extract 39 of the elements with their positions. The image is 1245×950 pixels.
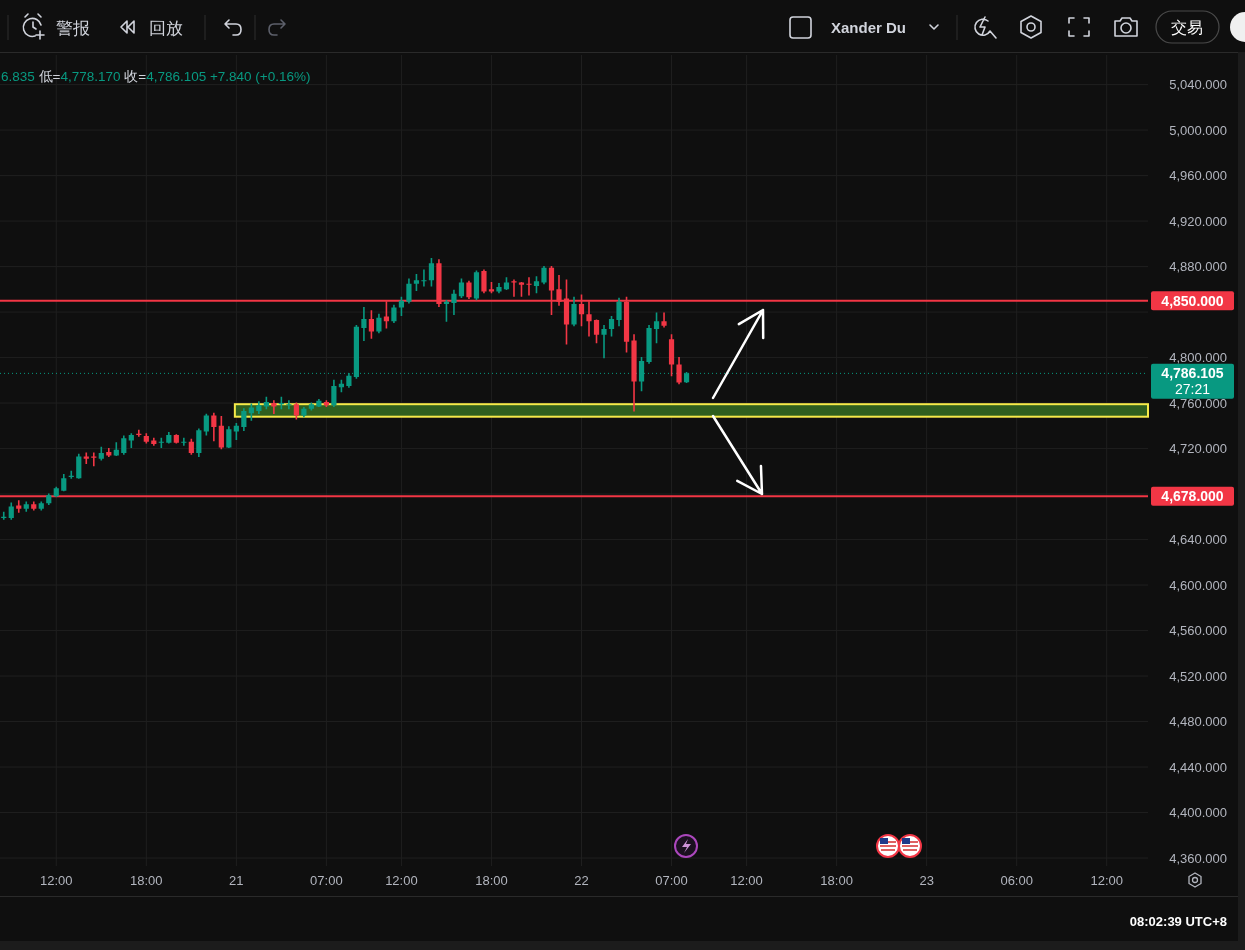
x-tick-label: 22 bbox=[574, 873, 589, 888]
x-tick-label: 12:00 bbox=[1090, 873, 1123, 888]
annotation: 回放 bbox=[149, 19, 183, 38]
x-tick-label: 18:00 bbox=[475, 873, 508, 888]
y-tick-label: 4,480.000 bbox=[1169, 714, 1227, 730]
y-tick-label: 4,400.000 bbox=[1169, 805, 1227, 821]
ref-line-label: 4,678.000 bbox=[1161, 488, 1224, 505]
y-tick-label: 4,520.000 bbox=[1169, 668, 1227, 684]
ref-line-label: 4,850.000 bbox=[1161, 292, 1224, 309]
ref-line-label: 4,786.105 27:21 bbox=[1161, 365, 1224, 398]
x-tick-label: 23 bbox=[919, 873, 934, 888]
y-tick-label: 4,440.000 bbox=[1169, 759, 1227, 775]
x-tick-label: 07:00 bbox=[310, 873, 343, 888]
subtitle: 6.835 低=4,778.170 收=4,786.105 +7.840 (+0.16%) bbox=[1, 69, 311, 84]
y-tick-label: 4,640.000 bbox=[1169, 532, 1227, 548]
y-tick-label: 5,040.000 bbox=[1169, 77, 1227, 93]
x-tick-label: 18:00 bbox=[820, 873, 853, 888]
y-tick-label: 4,720.000 bbox=[1169, 441, 1227, 457]
annotation: 警报 bbox=[56, 19, 90, 38]
y-tick-label: 4,960.000 bbox=[1169, 168, 1227, 184]
price-tag: 4,786.105 27:21 bbox=[1151, 363, 1234, 399]
y-tick-label: 4,560.000 bbox=[1169, 623, 1227, 639]
x-tick-label: 07:00 bbox=[655, 873, 688, 888]
x-tick-label: 12:00 bbox=[40, 873, 73, 888]
y-tick-label: 4,800.000 bbox=[1169, 350, 1227, 366]
x-tick-label: 12:00 bbox=[385, 873, 418, 888]
x-tick-label: 18:00 bbox=[130, 873, 163, 888]
x-tick-label: 06:00 bbox=[1000, 873, 1033, 888]
annotation: 交易 bbox=[1171, 19, 1203, 36]
y-tick-label: 4,600.000 bbox=[1169, 577, 1227, 593]
annotation: 08:02:39 UTC+8 bbox=[1129, 914, 1227, 929]
x-tick-label: 12:00 bbox=[730, 873, 763, 888]
y-tick-label: 4,360.000 bbox=[1169, 850, 1227, 866]
y-tick-label: 5,000.000 bbox=[1169, 122, 1227, 138]
annotation: Xander Du bbox=[831, 19, 906, 36]
price-tag: 4,850.000 bbox=[1151, 291, 1234, 311]
y-tick-label: 4,880.000 bbox=[1169, 259, 1227, 275]
y-tick-label: 4,920.000 bbox=[1169, 213, 1227, 229]
x-tick-label: 21 bbox=[229, 873, 244, 888]
